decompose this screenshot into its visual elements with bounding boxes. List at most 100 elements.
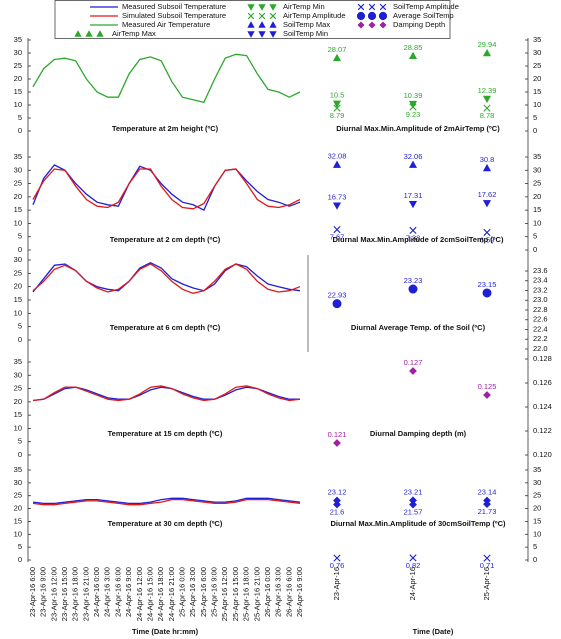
x-tick-label: 24-Apr-16 15:00	[145, 567, 154, 621]
legend-label: Measured Air Temperature	[122, 20, 210, 29]
legend-swatch	[96, 30, 104, 37]
value-label: 0.125	[478, 382, 497, 391]
y-tick-label: 22.4	[533, 324, 548, 333]
y-tick-label: 5	[533, 232, 537, 241]
legend-swatch	[367, 11, 377, 21]
line	[32, 164, 301, 211]
point	[482, 48, 492, 57]
legend-swatch	[258, 12, 266, 20]
x-tick-label: 25-Apr-16 3:00	[188, 567, 197, 617]
line	[32, 498, 301, 506]
x-tick-label: 25-Apr-16	[482, 567, 491, 600]
y-tick-label: 35	[14, 357, 22, 366]
y-tick-label: 25	[533, 61, 541, 70]
y-tick-label: 5	[533, 113, 537, 122]
legend-swatch	[368, 3, 376, 11]
value-label: 16.73	[328, 193, 347, 202]
legend-swatch	[247, 31, 255, 38]
point	[409, 554, 417, 562]
y-tick-label: 5	[18, 322, 22, 331]
y-tick-label: 10	[14, 308, 22, 317]
y-tick-label: 23.2	[533, 285, 548, 294]
y-tick-label: 20	[14, 192, 22, 201]
y-tick-label: 15	[533, 87, 541, 96]
value-label: 12.39	[478, 86, 497, 95]
y-tick-label: 20	[533, 74, 541, 83]
value-label: 23.21	[404, 487, 423, 496]
x-tick-label: 24-Apr-16 21:00	[167, 567, 176, 621]
y-tick-label: 35	[533, 465, 541, 474]
legend-swatch	[85, 30, 93, 37]
value-label: 0.121	[328, 430, 347, 439]
y-tick-label: 30	[14, 478, 22, 487]
y-tick-label: 5	[18, 113, 22, 122]
value-label: 0.127	[404, 358, 423, 367]
y-tick-label: 25	[533, 491, 541, 500]
legend-swatch	[379, 3, 387, 11]
x-tick-label: 24-Apr-16 18:00	[156, 567, 165, 621]
legend-swatch	[357, 21, 365, 29]
legend-swatch	[357, 3, 365, 11]
value-label: 23.23	[404, 276, 423, 285]
y-tick-label: 20	[14, 397, 22, 406]
value-label: 0.82	[406, 561, 421, 570]
legend-swatch	[258, 4, 266, 11]
legend-swatch	[378, 11, 388, 21]
x-axis-label: Time (Date hr:mm)	[132, 627, 199, 636]
panel-title: Temperature at 6 cm depth (ºC)	[110, 323, 221, 332]
y-tick-label: 0.120	[533, 450, 552, 459]
point	[408, 51, 418, 60]
value-label: 21.57	[404, 508, 423, 517]
legend-label: Simulated Subsoil Temperature	[122, 11, 226, 20]
value-label: 21.6	[330, 507, 345, 516]
point	[483, 500, 491, 509]
line	[32, 385, 301, 402]
legend-label: Measured Subsoil Temperature	[122, 2, 226, 11]
value-label: 8.79	[330, 111, 345, 120]
point	[408, 100, 418, 109]
line	[32, 53, 301, 104]
y-tick-label: 20	[14, 504, 22, 513]
y-tick-label: 0	[533, 245, 537, 254]
y-tick-label: 10	[14, 218, 22, 227]
x-tick-label: 25-Apr-16 6:00	[199, 567, 208, 617]
y-tick-label: 10	[533, 218, 541, 227]
value-label: 32.08	[328, 152, 347, 161]
y-tick-label: 30	[14, 165, 22, 174]
y-tick-label: 30	[14, 48, 22, 57]
value-label: 9.23	[406, 110, 421, 119]
legend-label: SoilTemp Max	[283, 20, 330, 29]
y-tick-label: 35	[533, 152, 541, 161]
y-tick-label: 0.124	[533, 402, 552, 411]
y-tick-label: 0	[18, 555, 22, 564]
y-tick-label: 22.2	[533, 334, 548, 343]
value-label: 7.67	[330, 233, 345, 242]
legend-swatch	[269, 31, 277, 38]
y-tick-label: 30	[14, 255, 22, 264]
legend-label: Average SoilTemp	[393, 11, 454, 20]
panel-title: Temperature at 15 cm depth (ºC)	[108, 429, 223, 438]
legend-label: AirTemp Amplitude	[283, 11, 346, 20]
point	[483, 554, 491, 562]
y-tick-label: 35	[533, 35, 541, 44]
point	[482, 95, 492, 104]
panel-title: Temperature at 2m height (ºC)	[112, 124, 219, 133]
y-tick-label: 22.6	[533, 315, 548, 324]
y-tick-label: 10	[14, 423, 22, 432]
x-tick-label: 25-Apr-16 12:00	[220, 567, 229, 621]
point	[483, 228, 491, 237]
y-tick-label: 23.4	[533, 276, 548, 285]
x-tick-label: 25-Apr-16 0:00	[178, 567, 187, 617]
y-tick-label: 22.0	[533, 344, 548, 353]
y-tick-label: 10	[14, 100, 22, 109]
point	[482, 163, 492, 172]
value-label: 10.39	[404, 91, 423, 100]
panel-title: Diurnal Max.Min.Amplitude of 2cmSoilTemp…	[333, 235, 504, 244]
x-tick-label: 26-Apr-16 9:00	[295, 567, 304, 617]
y-tick-label: 35	[14, 465, 22, 474]
panel-title: Temperature at 30 cm depth (ºC)	[108, 519, 223, 528]
point	[482, 288, 492, 298]
y-tick-label: 0.126	[533, 378, 552, 387]
point	[332, 100, 342, 108]
y-tick-label: 5	[18, 232, 22, 241]
